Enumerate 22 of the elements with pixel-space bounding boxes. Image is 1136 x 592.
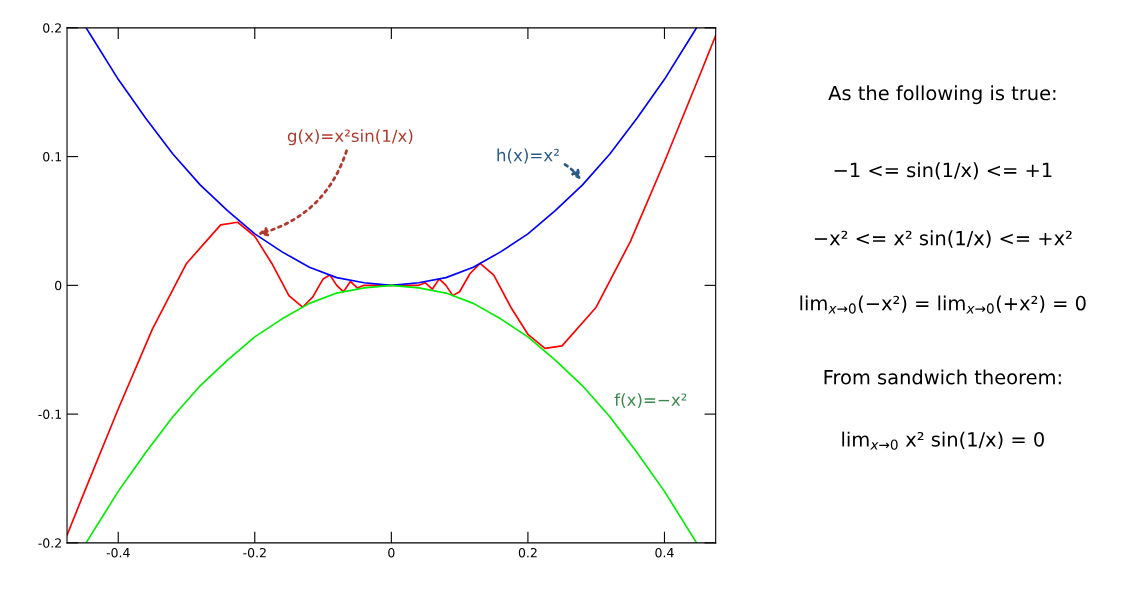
x-tick-label: 0 xyxy=(388,547,395,558)
text: −x² <= x² sin(1/x) <= +x² xyxy=(814,230,1072,248)
text: lim$_{x→0}$ x² sin(1/x) = 0 xyxy=(842,431,1044,450)
x-tick-label: 0.2 xyxy=(518,547,537,558)
line-series xyxy=(67,34,716,536)
y-tick-label: -0.1 xyxy=(38,409,62,420)
line-series xyxy=(85,27,698,287)
x-tick-label: 0.4 xyxy=(655,547,674,558)
y-tick-label: 0 xyxy=(55,280,62,291)
text: From sandwich theorem: xyxy=(824,369,1061,385)
y-tick-label: 0.2 xyxy=(43,23,61,33)
annotation: f(x)=−x² xyxy=(614,393,687,409)
line-series xyxy=(85,284,698,543)
text: lim$_{x→0}$(−x²) = lim$_{x→0}$(+x²) = 0 xyxy=(800,295,1086,314)
annotation: h(x)=x² xyxy=(497,148,559,164)
y-tick-label: -0.2 xyxy=(38,538,61,548)
y-tick-label: 0.1 xyxy=(43,152,62,162)
x-tick-label: -0.4 xyxy=(106,547,130,558)
text: As the following is true: xyxy=(828,85,1056,105)
text: −1 <= sin(1/x) <= +1 xyxy=(834,162,1052,180)
x-tick-label: -0.2 xyxy=(243,547,266,558)
annotation: g(x)=x²sin(1/x) xyxy=(287,129,413,146)
